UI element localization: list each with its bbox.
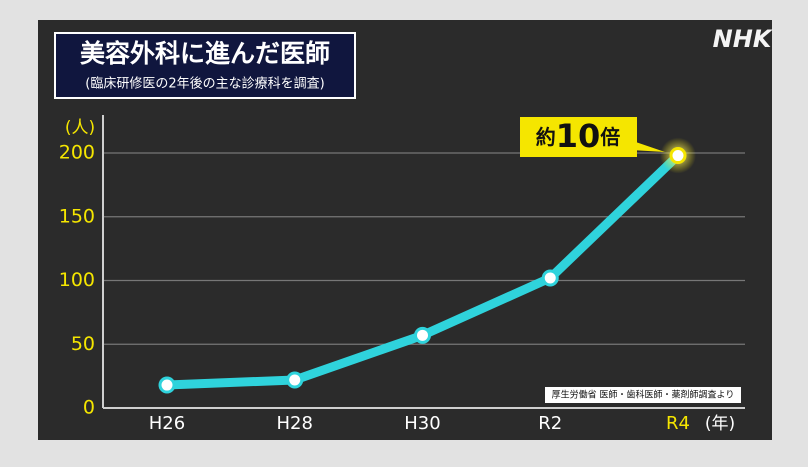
x-tick-label: H30 [404, 413, 440, 434]
source-box [545, 387, 741, 403]
x-tick-label: H26 [149, 413, 185, 434]
point [414, 326, 431, 344]
annotation-number: 10 [556, 117, 601, 155]
y-tick-label: 150 [59, 205, 95, 227]
logo: NHK [713, 25, 774, 53]
annotation-suffix: 倍 [600, 125, 620, 149]
chart-title: 美容外科に進んだ医師 [80, 39, 330, 68]
y-unit: (人) [65, 118, 95, 138]
point [158, 376, 176, 394]
y-tick-label: 50 [71, 333, 95, 355]
annotation-text: 約10倍 [536, 117, 621, 155]
y-tick-label: 100 [59, 269, 95, 291]
annotation-prefix: 約 [536, 125, 556, 149]
annotation: 約10倍 [520, 117, 665, 157]
x-unit: (年) [705, 414, 735, 434]
x-tick-label: R4 [666, 413, 690, 434]
point [286, 371, 304, 389]
point [669, 147, 687, 165]
y-tick-label: 200 [59, 142, 95, 164]
title-box [54, 32, 356, 99]
y-tick-label: 0 [83, 397, 95, 419]
annotation-box [520, 117, 637, 157]
annotation-pointer [630, 140, 665, 152]
chart-subtitle: (臨床研修医の2年後の主な診療科を調査) [85, 76, 324, 92]
x-tick-label: H28 [277, 413, 313, 434]
point [541, 269, 559, 287]
x-tick-label: R2 [538, 413, 562, 434]
source: 厚生労働省 医師・歯科医師・薬剤師調査より [552, 389, 735, 401]
